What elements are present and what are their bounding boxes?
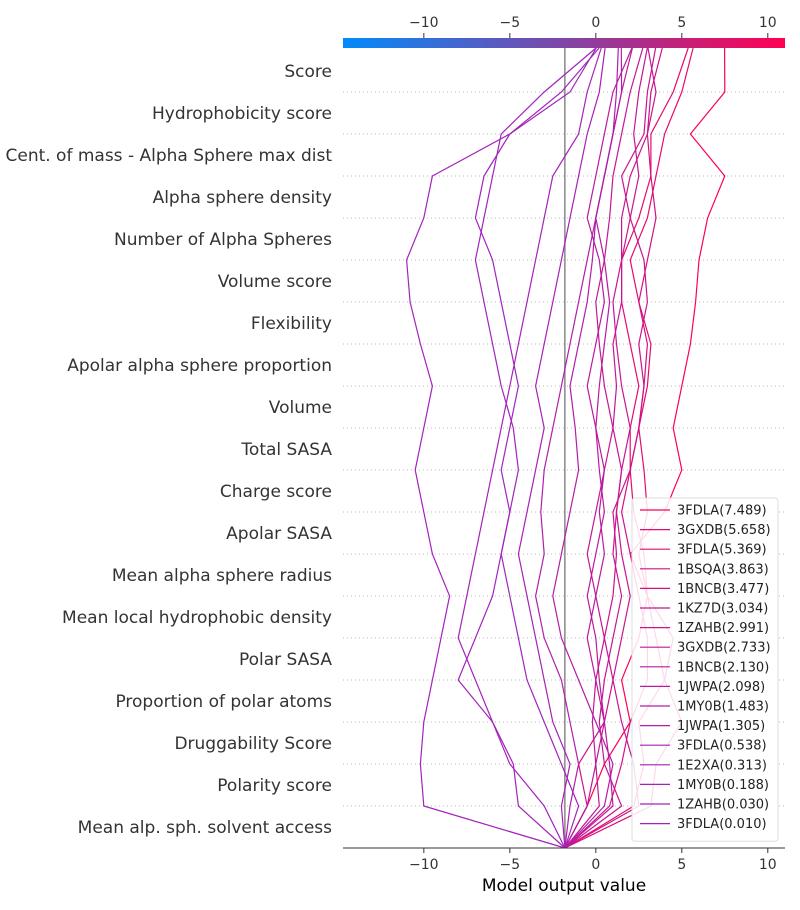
top-tick-label: −10 xyxy=(409,15,439,31)
feature-label: Charge score xyxy=(220,482,332,502)
legend-entry: 1E2XA(0.313) xyxy=(677,758,767,773)
legend-entry: 3FDLA(0.010) xyxy=(677,817,767,832)
feature-label: Total SASA xyxy=(240,440,332,460)
legend-entry: 3FDLA(0.538) xyxy=(677,739,767,754)
feature-label: Volume score xyxy=(218,272,332,292)
legend-box xyxy=(631,497,779,842)
series-line xyxy=(564,47,726,849)
series-line xyxy=(564,47,633,849)
series-line xyxy=(534,47,619,849)
feature-label: Apolar SASA xyxy=(226,524,332,544)
series-line xyxy=(564,47,648,849)
legend-entry: 1ZAHB(0.030) xyxy=(677,798,769,813)
legend-entry: 1JWPA(1.305) xyxy=(677,719,765,734)
series-line xyxy=(564,47,657,849)
series-line xyxy=(517,47,606,849)
feature-label: Polarity score xyxy=(217,776,332,796)
top-axis-ticks: −10 −5 0 5 10 xyxy=(409,15,777,38)
legend-entry: 1MY0B(1.483) xyxy=(677,700,769,715)
feature-label: Alpha sphere density xyxy=(153,188,332,208)
bottom-tick-label: −10 xyxy=(409,857,439,873)
top-tick-label: 10 xyxy=(759,15,777,31)
legend-entry: 3FDLA(7.489) xyxy=(677,504,767,519)
colorbar-gradient xyxy=(343,38,785,48)
feature-label: Score xyxy=(284,62,332,82)
legend-entry: 3GXDB(5.658) xyxy=(677,523,771,538)
feature-label: Apolar alpha sphere proportion xyxy=(67,356,332,376)
legend-entry: 3FDLA(5.369) xyxy=(677,543,767,558)
legend-entry: 1KZ7D(3.034) xyxy=(677,602,768,617)
feature-label: Polar SASA xyxy=(239,650,332,670)
feature-label: Mean local hydrophobic density xyxy=(62,608,332,628)
legend-entry: 1BNCB(2.130) xyxy=(677,660,769,675)
bottom-tick-label: −5 xyxy=(500,857,521,873)
feature-labels: Score Hydrophobicity score Cent. of mass -… xyxy=(5,62,332,838)
feature-label: Mean alp. sph. solvent access xyxy=(78,818,332,838)
feature-label: Cent. of mass - Alpha Sphere max dist xyxy=(5,146,332,166)
series-line xyxy=(457,47,602,849)
feature-label: Flexibility xyxy=(251,314,332,334)
series-line xyxy=(457,47,597,849)
series-line xyxy=(474,47,597,849)
feature-label: Proportion of polar atoms xyxy=(115,692,332,712)
x-axis-title: Model output value xyxy=(482,876,646,896)
legend-entry: 1MY0B(0.188) xyxy=(677,778,769,793)
legend-entry: 1BSQA(3.863) xyxy=(677,562,769,577)
feature-label: Number of Alpha Spheres xyxy=(114,230,332,250)
series-line xyxy=(405,47,600,849)
top-tick-label: 5 xyxy=(677,15,686,31)
series-line xyxy=(552,47,623,849)
legend: 3FDLA(7.489) 3GXDB(5.658) 3FDLA(5.369) 1BSQ… xyxy=(631,497,779,842)
legend-entry: 1BNCB(3.477) xyxy=(677,582,769,597)
legend-entry: 3GXDB(2.733) xyxy=(677,641,771,656)
bottom-tick-label: 5 xyxy=(677,857,686,873)
feature-label: Mean alpha sphere radius xyxy=(112,566,332,586)
feature-label: Volume xyxy=(269,398,332,418)
bottom-tick-label: 0 xyxy=(591,857,600,873)
bottom-tick-label: 10 xyxy=(759,857,777,873)
series-line xyxy=(564,47,657,849)
feature-label: Druggability Score xyxy=(174,734,332,754)
colorbar xyxy=(343,38,785,48)
legend-entry: 1JWPA(2.098) xyxy=(677,680,765,695)
legend-entry: 1ZAHB(2.991) xyxy=(677,621,769,636)
top-tick-label: 0 xyxy=(591,15,600,31)
feature-label: Hydrophobicity score xyxy=(152,104,332,124)
bottom-axis: −10 −5 0 5 10 xyxy=(343,847,785,873)
top-tick-label: −5 xyxy=(500,15,521,31)
